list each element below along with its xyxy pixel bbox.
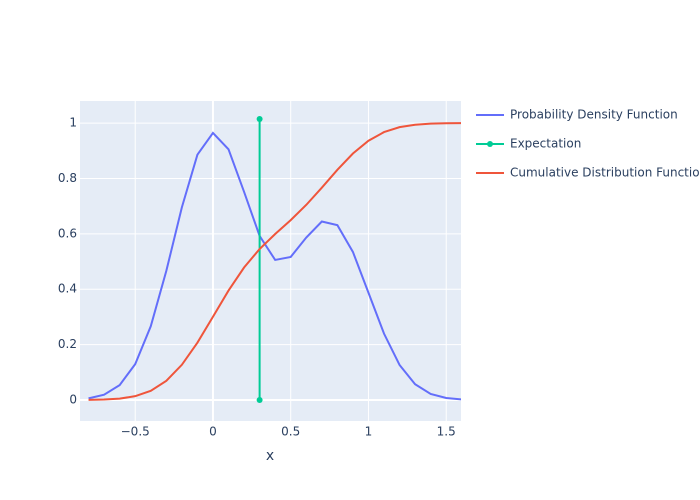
plot-area [80, 101, 461, 421]
y-tick-label: 0.8 [58, 171, 77, 185]
legend-label: Expectation [510, 137, 581, 151]
y-tick-label: 0.4 [58, 282, 77, 296]
x-tick-label: 0.5 [281, 425, 300, 439]
axis-labels: −0.5 0 0.5 1 1.5 0 0.2 0.4 0.6 0.8 1 [58, 116, 456, 439]
legend-label: Cumulative Distribution Function [510, 166, 700, 180]
y-tick-label: 1 [69, 116, 77, 130]
series-line [88, 122, 461, 401]
y-tick-label: 0 [69, 392, 77, 406]
x-tick-label: 0 [209, 425, 217, 439]
legend-label: Probability Density Function [510, 108, 678, 122]
y-tick-label: 0.2 [58, 337, 77, 351]
series-marker [256, 115, 263, 122]
legend: Probability Density Function Expectation C… [476, 108, 700, 180]
legend-marker [487, 141, 493, 147]
series-marker [256, 396, 263, 403]
plot-marks [88, 115, 461, 403]
series-line [88, 131, 461, 401]
x-tick-label: 1.5 [437, 425, 456, 439]
y-tick-label: 0.6 [58, 226, 77, 240]
x-axis-title: x [266, 448, 274, 464]
x-tick-label: 1 [365, 425, 373, 439]
x-tick-label: −0.5 [121, 425, 150, 439]
